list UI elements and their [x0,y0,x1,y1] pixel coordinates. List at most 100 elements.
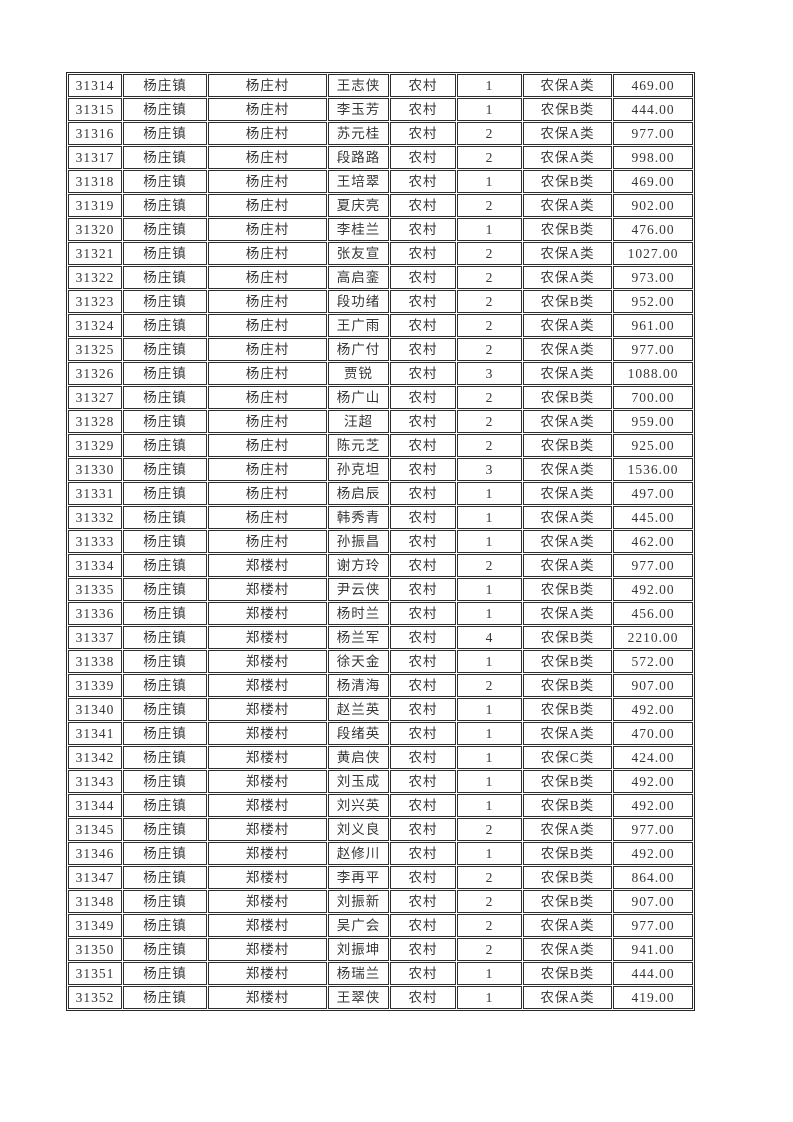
cell-town: 杨庄镇 [123,866,207,889]
cell-id: 31344 [68,794,122,817]
cell-town: 杨庄镇 [123,938,207,961]
cell-category: 农保B类 [523,386,612,409]
table-row: 31323 杨庄镇 杨庄村 段功绪 农村 2 农保B类 952.00 [68,290,693,313]
cell-town: 杨庄镇 [123,410,207,433]
cell-town: 杨庄镇 [123,74,207,97]
cell-residence: 农村 [390,698,456,721]
cell-residence: 农村 [390,746,456,769]
table-row: 31350 杨庄镇 郑楼村 刘振坤 农村 2 农保A类 941.00 [68,938,693,961]
cell-town: 杨庄镇 [123,530,207,553]
cell-count: 2 [457,434,522,457]
cell-amount: 907.00 [613,890,693,913]
cell-village: 杨庄村 [208,458,327,481]
table-row: 31343 杨庄镇 郑楼村 刘玉成 农村 1 农保B类 492.00 [68,770,693,793]
cell-amount: 469.00 [613,74,693,97]
cell-id: 31338 [68,650,122,673]
cell-id: 31318 [68,170,122,193]
cell-amount: 462.00 [613,530,693,553]
cell-count: 1 [457,650,522,673]
cell-town: 杨庄镇 [123,218,207,241]
cell-village: 郑楼村 [208,890,327,913]
cell-id: 31328 [68,410,122,433]
cell-name: 李再平 [328,866,389,889]
cell-residence: 农村 [390,866,456,889]
table-row: 31325 杨庄镇 杨庄村 杨广付 农村 2 农保A类 977.00 [68,338,693,361]
cell-village: 郑楼村 [208,578,327,601]
cell-count: 1 [457,986,522,1009]
cell-category: 农保B类 [523,650,612,673]
cell-name: 尹云侠 [328,578,389,601]
cell-name: 赵兰英 [328,698,389,721]
table-row: 31340 杨庄镇 郑楼村 赵兰英 农村 1 农保B类 492.00 [68,698,693,721]
cell-name: 杨瑞兰 [328,962,389,985]
cell-id: 31352 [68,986,122,1009]
cell-town: 杨庄镇 [123,386,207,409]
cell-id: 31314 [68,74,122,97]
cell-town: 杨庄镇 [123,770,207,793]
cell-village: 郑楼村 [208,602,327,625]
cell-category: 农保B类 [523,626,612,649]
cell-count: 1 [457,746,522,769]
table-row: 31327 杨庄镇 杨庄村 杨广山 农村 2 农保B类 700.00 [68,386,693,409]
cell-town: 杨庄镇 [123,482,207,505]
cell-village: 郑楼村 [208,674,327,697]
table-row: 31334 杨庄镇 郑楼村 谢方玲 农村 2 农保A类 977.00 [68,554,693,577]
cell-residence: 农村 [390,962,456,985]
cell-name: 张友宣 [328,242,389,265]
cell-village: 杨庄村 [208,506,327,529]
table-row: 31336 杨庄镇 郑楼村 杨时兰 农村 1 农保A类 456.00 [68,602,693,625]
cell-id: 31351 [68,962,122,985]
cell-id: 31322 [68,266,122,289]
cell-category: 农保A类 [523,602,612,625]
cell-residence: 农村 [390,74,456,97]
cell-id: 31330 [68,458,122,481]
cell-amount: 492.00 [613,842,693,865]
cell-name: 贾锐 [328,362,389,385]
table-row: 31345 杨庄镇 郑楼村 刘义良 农村 2 农保A类 977.00 [68,818,693,841]
cell-amount: 977.00 [613,914,693,937]
table-row: 31351 杨庄镇 郑楼村 杨瑞兰 农村 1 农保B类 444.00 [68,962,693,985]
cell-category: 农保A类 [523,986,612,1009]
cell-id: 31320 [68,218,122,241]
cell-village: 杨庄村 [208,218,327,241]
cell-name: 段绪英 [328,722,389,745]
cell-name: 谢方玲 [328,554,389,577]
cell-id: 31331 [68,482,122,505]
cell-town: 杨庄镇 [123,650,207,673]
cell-residence: 农村 [390,338,456,361]
cell-category: 农保B类 [523,842,612,865]
cell-amount: 492.00 [613,794,693,817]
cell-residence: 农村 [390,386,456,409]
cell-category: 农保A类 [523,194,612,217]
cell-town: 杨庄镇 [123,506,207,529]
cell-amount: 424.00 [613,746,693,769]
cell-town: 杨庄镇 [123,242,207,265]
cell-name: 王广雨 [328,314,389,337]
cell-town: 杨庄镇 [123,794,207,817]
cell-residence: 农村 [390,458,456,481]
table-row: 31349 杨庄镇 郑楼村 吴广会 农村 2 农保A类 977.00 [68,914,693,937]
cell-count: 2 [457,290,522,313]
cell-village: 杨庄村 [208,74,327,97]
cell-id: 31349 [68,914,122,937]
cell-residence: 农村 [390,146,456,169]
cell-count: 1 [457,218,522,241]
cell-category: 农保A类 [523,482,612,505]
cell-amount: 444.00 [613,962,693,985]
cell-name: 王翠侠 [328,986,389,1009]
table-row: 31346 杨庄镇 郑楼村 赵修川 农村 1 农保B类 492.00 [68,842,693,865]
cell-category: 农保A类 [523,242,612,265]
table-row: 31329 杨庄镇 杨庄村 陈元芝 农村 2 农保B类 925.00 [68,434,693,457]
cell-count: 1 [457,698,522,721]
cell-count: 1 [457,842,522,865]
cell-id: 31329 [68,434,122,457]
table-row: 31352 杨庄镇 郑楼村 王翠侠 农村 1 农保A类 419.00 [68,986,693,1009]
cell-id: 31334 [68,554,122,577]
cell-amount: 925.00 [613,434,693,457]
cell-amount: 961.00 [613,314,693,337]
cell-residence: 农村 [390,722,456,745]
cell-id: 31315 [68,98,122,121]
cell-category: 农保A类 [523,122,612,145]
cell-category: 农保B类 [523,434,612,457]
cell-residence: 农村 [390,98,456,121]
